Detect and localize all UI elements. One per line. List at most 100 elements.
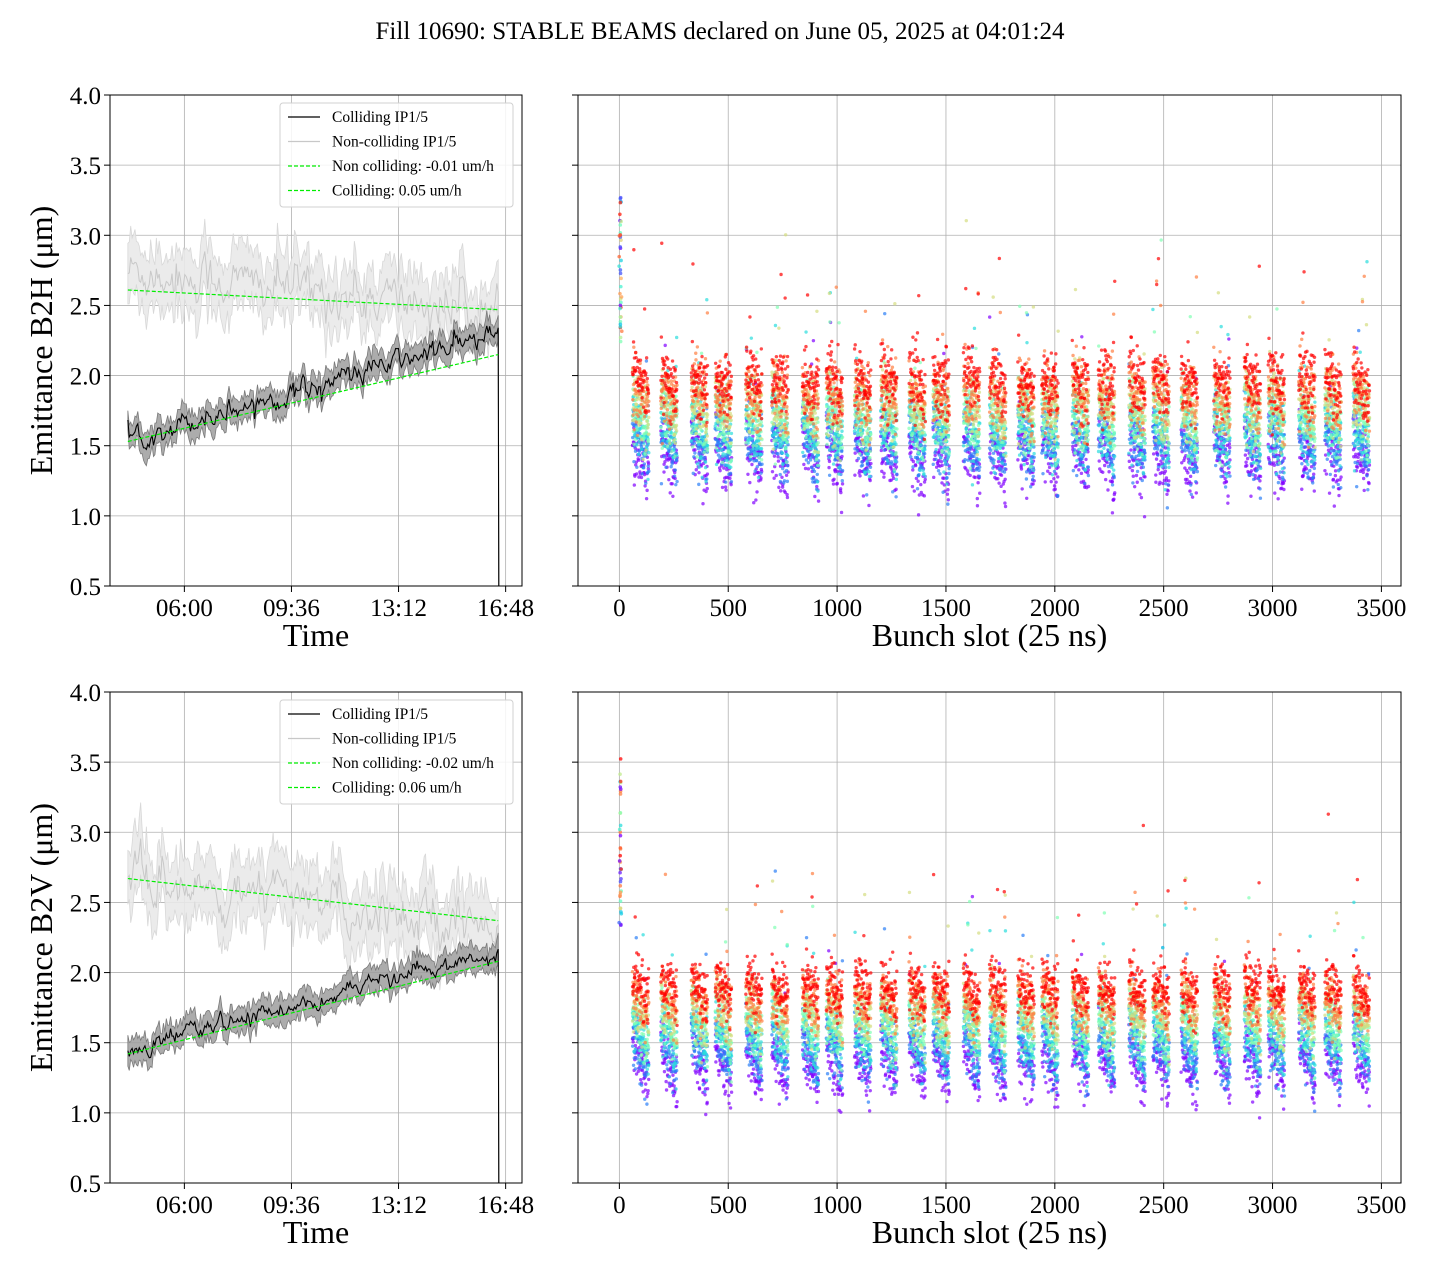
top-right-point: [637, 475, 641, 479]
top-right-point: [760, 462, 764, 466]
top-right-point: [636, 452, 641, 457]
top-right-point: [803, 362, 807, 367]
top-right-point: [718, 359, 722, 363]
top-right-point: [618, 339, 623, 344]
top-right-point: [722, 410, 727, 414]
top-right-point: [704, 372, 709, 377]
top-right-point: [697, 482, 701, 487]
top-right-point: [893, 406, 897, 410]
top-right-point: [867, 426, 872, 431]
top-right-point: [665, 411, 669, 415]
top-right-point: [832, 381, 836, 385]
top-right-point: [644, 356, 649, 360]
top-right-point: [941, 379, 946, 384]
top-right-point: [744, 404, 749, 409]
top-right-point: [780, 451, 785, 455]
top-right-point: [802, 426, 807, 431]
top-right-point: [887, 363, 891, 368]
top-right-point: [618, 212, 622, 217]
top-right-point: [770, 383, 775, 387]
top-right-point: [744, 422, 748, 426]
top-right-point: [750, 462, 754, 467]
top-left-band-colliding: [127, 310, 500, 587]
top-right-point: [675, 383, 679, 387]
top-right-point: [975, 496, 980, 501]
top-right-point: [867, 474, 872, 479]
top-right-point: [705, 392, 709, 396]
top-right-point: [882, 353, 887, 357]
top-right-point: [835, 386, 839, 391]
top-right-point: [776, 455, 780, 459]
top-right-point: [784, 473, 789, 477]
top-right-point: [729, 380, 733, 384]
top-right-point: [697, 432, 702, 437]
top-right-point: [882, 471, 886, 475]
top-right-point: [702, 376, 707, 380]
top-right-point: [716, 388, 721, 393]
top-right-point: [915, 355, 919, 360]
top-right-point: [977, 390, 982, 394]
top-right-point: [852, 429, 857, 433]
top-right-point: [704, 402, 709, 407]
top-right-point: [945, 395, 949, 399]
top-right-point: [662, 404, 666, 408]
top-right-point: [868, 465, 873, 469]
top-right-point: [700, 475, 704, 480]
top-right-point: [909, 455, 913, 459]
top-right-point: [704, 489, 708, 494]
top-right-point: [618, 303, 623, 308]
top-right-point: [705, 363, 710, 368]
top-right-point: [895, 376, 899, 380]
top-right-point: [939, 455, 943, 460]
top-right-point: [691, 418, 695, 423]
top-right-point: [894, 402, 898, 407]
top-right-point: [744, 426, 748, 431]
top-right-point: [828, 438, 832, 442]
top-right-point: [868, 389, 872, 393]
top-right-point: [639, 411, 643, 415]
top-right-point: [691, 414, 695, 419]
top-right-point: [752, 424, 757, 428]
top-right-point: [674, 407, 678, 411]
top-right-point: [827, 459, 832, 464]
top-right-point: [884, 364, 888, 368]
top-right-point: [860, 431, 865, 436]
top-right-point: [758, 428, 763, 432]
top-right-point: [619, 300, 623, 305]
top-right-point: [911, 459, 916, 464]
top-right-point: [632, 442, 636, 446]
top-right-point: [964, 218, 968, 223]
top-right-point: [827, 473, 832, 477]
top-right-point: [934, 447, 938, 452]
top-right-point: [752, 399, 757, 403]
top-right-point: [674, 394, 678, 398]
top-right-point: [659, 402, 664, 407]
top-right-point: [938, 472, 942, 476]
top-right-point: [632, 483, 637, 487]
top-right-point: [826, 412, 831, 417]
top-right-point: [860, 402, 865, 406]
top-right-point: [781, 388, 785, 392]
top-right-point: [726, 398, 730, 402]
top-right-point: [759, 400, 763, 404]
top-right-point: [720, 406, 724, 411]
top-right-point: [635, 472, 639, 476]
top-right-point: [771, 422, 776, 426]
top-right-point: [718, 403, 722, 407]
top-right-point: [641, 417, 645, 421]
top-right-point: [911, 468, 915, 472]
top-right-point: [946, 386, 950, 391]
top-right-point: [917, 472, 921, 477]
top-right-point: [839, 510, 844, 515]
top-right-point: [917, 293, 921, 298]
top-right-point: [618, 268, 623, 272]
top-right-point: [778, 392, 782, 396]
top-right-point: [675, 479, 679, 484]
top-right-point: [945, 430, 949, 434]
top-right-point: [634, 355, 638, 360]
top-right-xtick-label: 3500: [1356, 595, 1406, 622]
top-right-point: [947, 466, 951, 471]
top-right-point: [835, 481, 839, 486]
top-right-point: [884, 375, 888, 379]
top-right-point: [920, 398, 924, 402]
